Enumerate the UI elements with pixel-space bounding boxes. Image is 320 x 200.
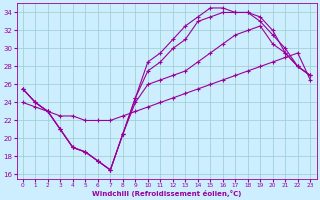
X-axis label: Windchill (Refroidissement éolien,°C): Windchill (Refroidissement éolien,°C) [92,190,241,197]
